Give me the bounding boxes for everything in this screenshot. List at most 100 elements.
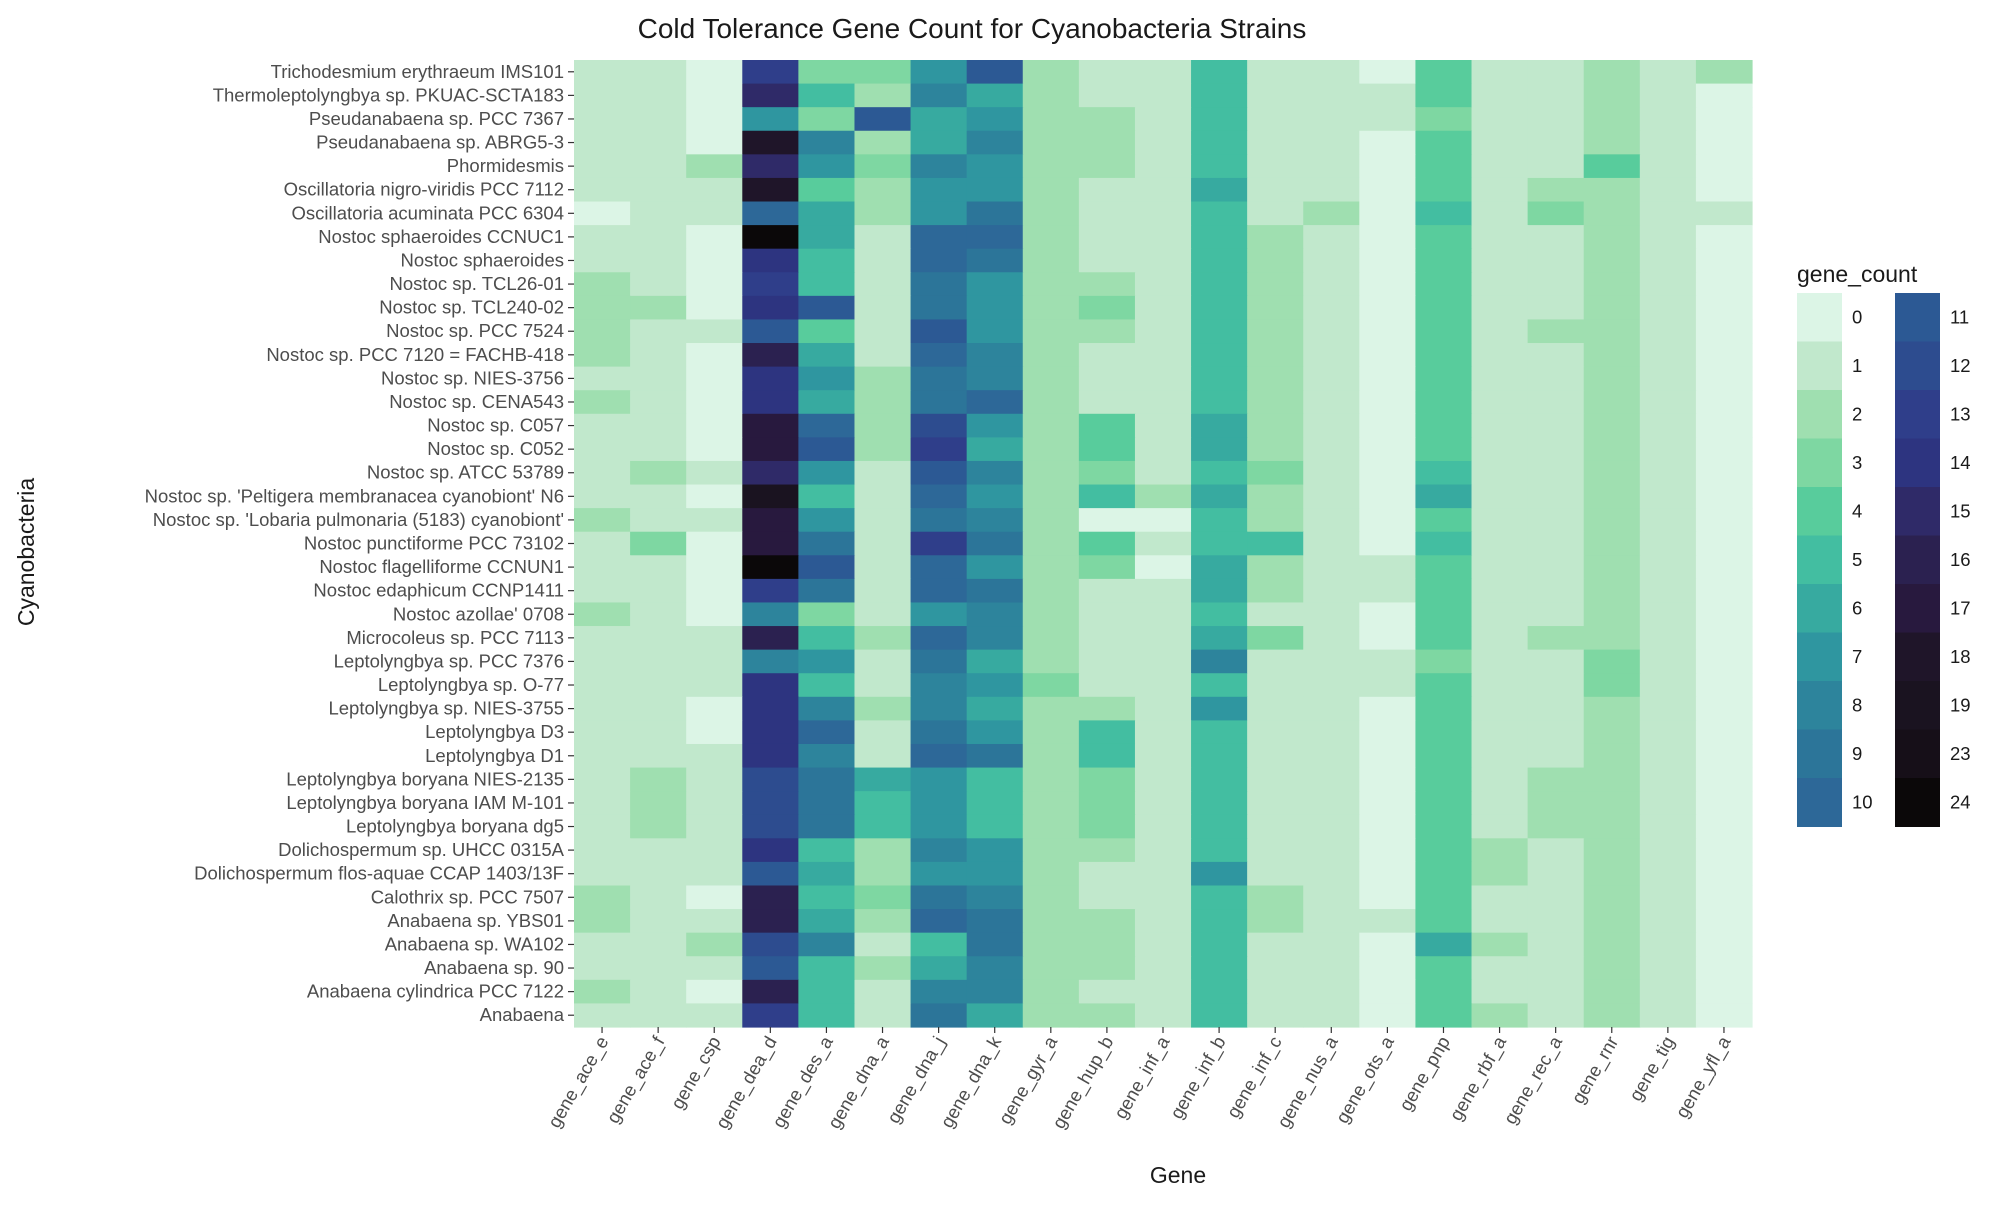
heatmap-cell [910,673,968,698]
heatmap-cell [1247,791,1304,816]
heatmap-cell [1639,791,1697,816]
heatmap-cell [798,484,856,509]
heatmap-cell [1022,885,1080,910]
heatmap-cell [1022,343,1080,368]
heatmap-cell [1471,272,1529,297]
heatmap-cell [1527,838,1585,863]
heatmap-cell [686,154,743,179]
heatmap-cell [1639,696,1697,721]
heatmap-cell [1415,626,1473,651]
heatmap-cell [686,673,743,698]
legend-label: 15 [1950,500,1971,521]
heatmap-cell [1639,649,1697,674]
heatmap-cell [910,248,968,273]
heatmap-cell [966,390,1024,415]
heatmap-cell [1583,673,1641,698]
heatmap-cell [1583,460,1641,486]
heatmap-cell [1415,861,1473,887]
heatmap-cell [1527,508,1585,533]
heatmap-cell [798,272,856,297]
heatmap-cell [1583,272,1641,297]
heatmap-cell [1471,979,1529,1005]
heatmap-cell [1359,578,1417,604]
heatmap-cell [966,508,1024,533]
heatmap-cell [798,531,856,556]
heatmap-cell [742,885,799,910]
heatmap-cell [1583,956,1641,981]
heatmap-cell [1527,578,1585,604]
heatmap-cell [798,83,856,108]
heatmap-cell [630,154,687,179]
heatmap-cell [1583,932,1641,957]
heatmap-cell [910,225,968,250]
heatmap-cell [1191,366,1248,391]
heatmap-cell [966,272,1024,297]
legend-key [1797,584,1842,633]
heatmap-cell [854,390,912,415]
heatmap-cell [910,956,968,981]
legend-key [1797,293,1842,342]
heatmap-cell [1247,272,1304,297]
heatmap-cell [742,437,799,462]
heatmap-cell [630,60,687,85]
heatmap-cell [1022,295,1080,321]
heatmap-cell [1639,390,1697,415]
heatmap-cell [1471,531,1529,556]
legend-label: 24 [1950,791,1971,812]
heatmap-cell [798,861,856,887]
heatmap-cell [910,319,968,344]
heatmap-cell [798,437,856,462]
heatmap-cell [1078,555,1136,580]
heatmap-cell [1695,366,1753,391]
heatmap-cell [686,225,743,250]
heatmap-cell [910,437,968,462]
heatmap-cell [574,83,631,108]
heatmap-cell [1527,130,1585,155]
heatmap-cell [1134,909,1192,934]
heatmap-cell [1303,673,1360,698]
heatmap-cell [1359,720,1417,745]
legend-label: 6 [1852,597,1862,618]
heatmap-cell [1527,531,1585,556]
heatmap-cell [686,838,743,863]
heatmap-cell [630,201,687,226]
heatmap-cell [630,248,687,273]
heatmap-cell [1583,484,1641,509]
heatmap-cell [1471,60,1529,85]
heatmap-cell [1303,531,1360,556]
heatmap-cell [1134,767,1192,792]
heatmap-cell [574,484,631,509]
heatmap-cell [1078,578,1136,604]
heatmap-cell [910,107,968,132]
heatmap-cell [1695,390,1753,415]
heatmap-cell [854,248,912,273]
heatmap-cell [1415,343,1473,368]
heatmap-cell [574,979,631,1005]
heatmap-cell [686,861,743,887]
y-tick-label: Leptolyngbya boryana IAM M-101 [286,792,564,813]
heatmap-cell [1471,177,1529,203]
heatmap-cell [1303,767,1360,792]
heatmap-cell [798,602,856,627]
heatmap-cell [1415,932,1473,957]
heatmap-cell [742,767,799,792]
heatmap-cell [1247,177,1304,203]
heatmap-cell [630,366,687,391]
heatmap-cell [1695,225,1753,250]
heatmap-cell [1078,649,1136,674]
heatmap-cell [1134,838,1192,863]
heatmap-cell [574,578,631,604]
heatmap-cell [1471,626,1529,651]
heatmap-cell [1022,932,1080,957]
heatmap-cell [1303,602,1360,627]
heatmap-cell [1583,531,1641,556]
heatmap-cell [910,460,968,486]
heatmap-cell [966,956,1024,981]
heatmap-cell [966,248,1024,273]
heatmap-cell [854,578,912,604]
heatmap-cell [686,272,743,297]
heatmap-cell [1022,107,1080,132]
y-tick-label: Nostoc sp. PCC 7524 [386,320,564,341]
heatmap-cell [1022,861,1080,887]
heatmap-cell [1359,177,1417,203]
